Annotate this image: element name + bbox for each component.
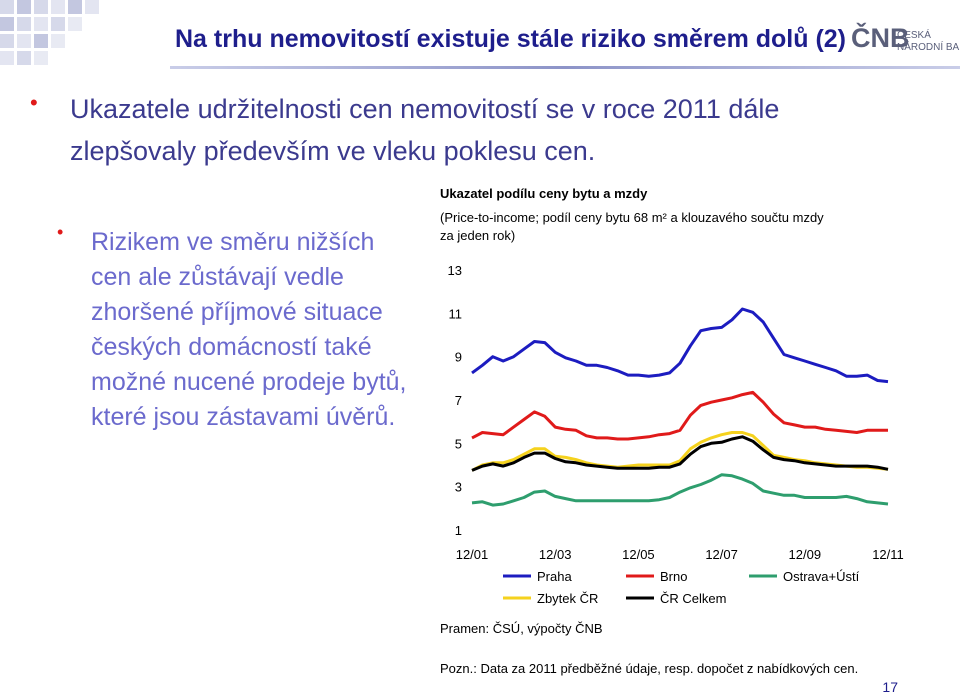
bullet-marker: •: [57, 222, 63, 242]
logo: ČNB ČESKÁ NÁRODNÍ BANKA: [851, 22, 960, 53]
bullet-marker: •: [30, 90, 38, 115]
chart-note: Pozn.: Data za 2011 předběžné údaje, res…: [440, 661, 858, 676]
bullet-text: Ukazatele udržitelnosti cen nemovitostí …: [70, 94, 779, 124]
legend-label: Ostrava+Ústí: [783, 569, 860, 584]
series-line: [471, 390, 888, 441]
title-rule: [170, 66, 960, 69]
y-tick-label: 13: [448, 263, 462, 278]
legend-label: Brno: [660, 569, 687, 584]
chart-title: Ukazatel podílu ceny bytu a mzdy: [440, 186, 648, 201]
y-tick-label: 9: [455, 350, 462, 365]
slide-title: Na trhu nemovitostí existuje stále rizik…: [175, 25, 846, 53]
logo-text: NÁRODNÍ BANKA: [897, 40, 960, 53]
x-tick-label: 12/07: [705, 547, 738, 562]
x-tick-label: 12/01: [456, 547, 489, 562]
legend-label: Zbytek ČR: [537, 591, 598, 606]
bullet-text: českých domácností také: [91, 333, 372, 361]
series-line: [471, 307, 889, 384]
x-tick-label: 12/11: [872, 547, 904, 562]
series-line: [471, 473, 889, 507]
y-tick-label: 3: [455, 480, 462, 495]
logo-text: ČESKÁ: [897, 28, 931, 41]
legend-label: Praha: [537, 569, 572, 584]
bullet-text: cen ale zůstávají vedle: [91, 263, 344, 291]
page-number: 17: [882, 679, 898, 695]
bullet-text: Rizikem ve směru nižších: [91, 228, 374, 256]
bullet-text: které jsou zástavami úvěrů.: [91, 403, 395, 431]
y-tick-label: 5: [455, 436, 462, 451]
x-tick-label: 12/03: [539, 547, 572, 562]
y-tick-label: 1: [455, 523, 462, 538]
series-line: [471, 435, 889, 472]
x-tick-label: 12/09: [789, 547, 822, 562]
decor-squares: [0, 0, 99, 65]
chart-subtitle: za jeden rok): [440, 228, 515, 243]
x-tick-label: 12/05: [622, 547, 655, 562]
legend-label: ČR Celkem: [660, 591, 726, 606]
bullet-text: zlepšovaly především ve vleku poklesu ce…: [70, 136, 595, 166]
logo-mark: ČNB: [851, 22, 910, 53]
bullet-text: zhoršené příjmové situace: [91, 298, 383, 326]
chart-subtitle: (Price-to-income; podíl ceny bytu 68 m² …: [440, 210, 824, 225]
y-tick-label: 7: [455, 393, 462, 408]
chart-source: Pramen: ČSÚ, výpočty ČNB: [440, 621, 603, 636]
bullet-text: možné nucené prodeje bytů,: [91, 368, 407, 396]
y-tick-label: 11: [449, 306, 463, 321]
